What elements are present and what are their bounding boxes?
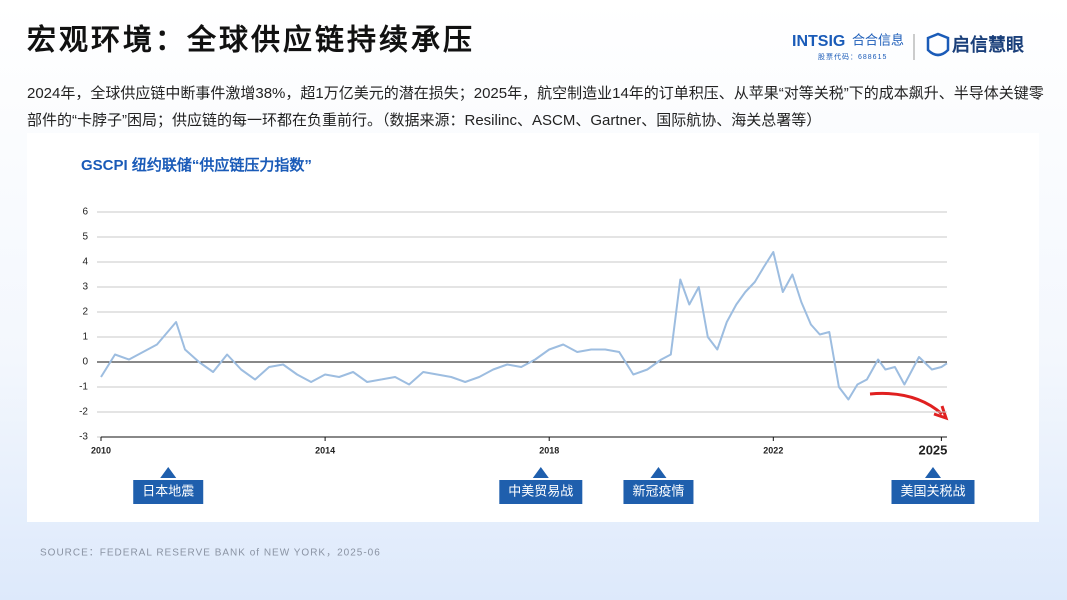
- annotation-label: 新冠疫情: [632, 483, 684, 498]
- annotation-pointer: [650, 467, 667, 478]
- annotation-box: [891, 480, 975, 504]
- annotation-label: 美国关税战: [900, 483, 965, 498]
- data-line: [100, 251, 948, 401]
- y-tick-label: -1: [79, 382, 88, 393]
- chart-card: [27, 133, 1039, 522]
- y-tick-label: 4: [82, 257, 88, 268]
- annotation-pointer: [924, 467, 941, 478]
- product: 启信慧眼: [952, 34, 1024, 55]
- x-tick-label: 2014: [315, 445, 335, 455]
- y-tick-label: 0: [82, 357, 88, 368]
- y-tick-label: -2: [79, 407, 88, 418]
- slide-title: 宏观环境：全球供应链持续承压: [27, 23, 475, 57]
- x-tick-label: 2010: [91, 445, 111, 455]
- annotation-label: 中美贸易战: [508, 483, 573, 498]
- trend-arrow: [869, 391, 943, 416]
- y-tick-label: -3: [79, 432, 88, 443]
- x-tick-label: 2022: [763, 445, 783, 455]
- source: SOURCE：FEDERAL RESERVE BANK of NEW YORK，…: [40, 548, 381, 559]
- brand: INTSIG: [792, 33, 845, 50]
- annotation-box: [133, 480, 204, 504]
- y-tick-label: 5: [82, 232, 88, 243]
- intro-paragraph: 2024年，全球供应链中断事件激增38%，超1万亿美元的潜在损失；2025年，航…: [27, 85, 1044, 129]
- annotation-label: 日本地震: [142, 483, 194, 498]
- stock-code: 股票代码：688615: [818, 52, 887, 61]
- brand-cn: 合合信息: [852, 32, 904, 47]
- trend-arrow-head: [933, 405, 949, 421]
- annotation-pointer: [532, 467, 549, 478]
- y-tick-label: 1: [82, 332, 88, 343]
- y-tick-label: 2: [82, 307, 88, 318]
- annotation-box: [499, 480, 583, 504]
- shield-icon: [926, 32, 950, 57]
- x-tick-label: 2025: [918, 442, 947, 457]
- annotation-box: [623, 480, 694, 504]
- chart-title: GSCPI 纽约联储“供应链压力指数”: [81, 156, 312, 174]
- y-tick-label: 6: [82, 207, 88, 218]
- annotation-pointer: [160, 467, 177, 478]
- x-tick-label: 2018: [539, 445, 559, 455]
- y-tick-label: 3: [82, 282, 88, 293]
